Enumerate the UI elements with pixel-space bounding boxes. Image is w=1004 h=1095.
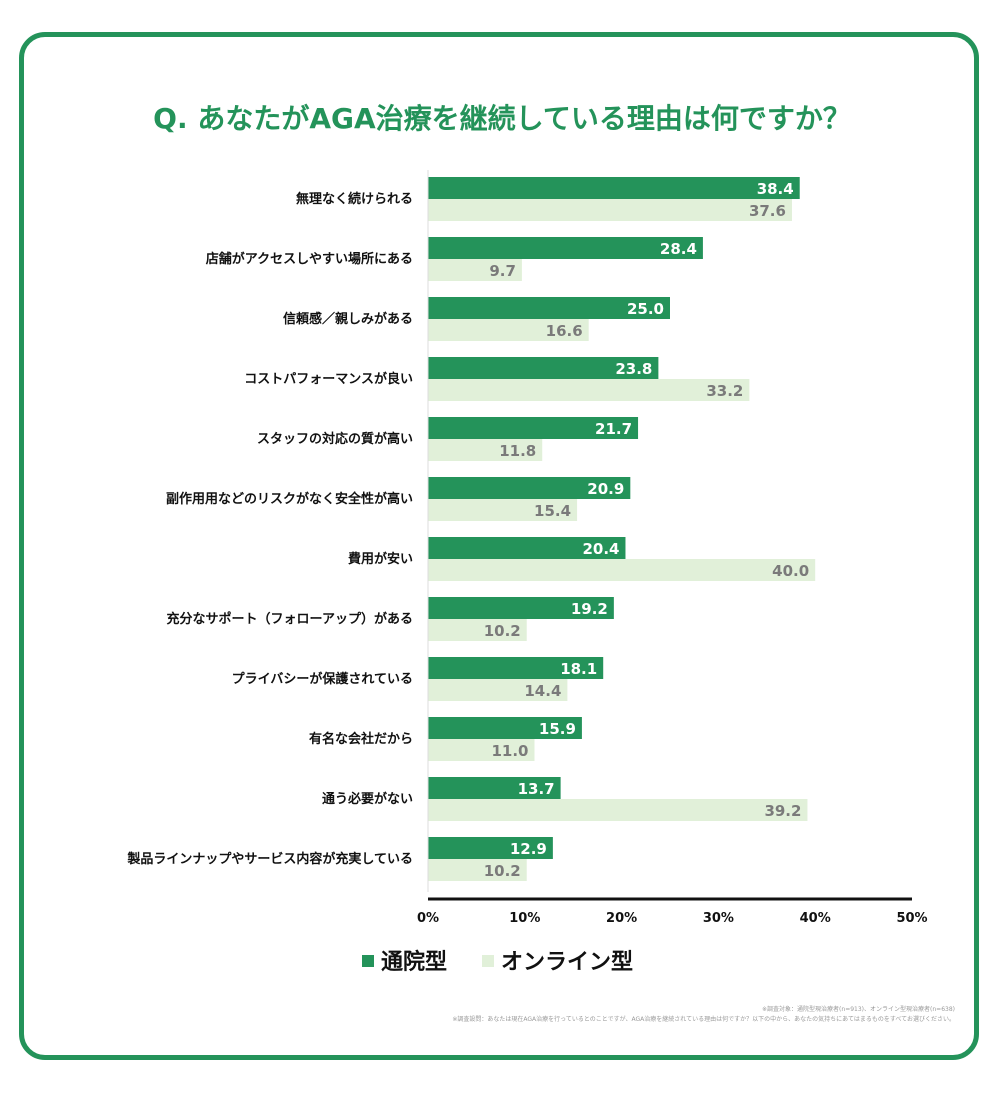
value-label-series-a: 20.9 xyxy=(587,480,624,498)
footnotes: ※調査対象：通院型現治療者(n=913)、オンライン型現治療者(n=638) ※調… xyxy=(452,1005,955,1023)
bar-series-a xyxy=(428,177,800,199)
bar-series-b xyxy=(428,319,589,341)
category-label: 製品ラインナップやサービス内容が充実している xyxy=(126,851,413,867)
bar-series-b xyxy=(428,499,578,521)
bar-series-a xyxy=(428,537,626,559)
x-tick-label: 30% xyxy=(703,911,734,926)
x-tick-label: 10% xyxy=(509,911,540,926)
category-label: 費用が安い xyxy=(348,551,413,567)
x-tick-label: 50% xyxy=(896,911,927,926)
value-label-series-a: 21.7 xyxy=(595,420,632,438)
bar-series-b xyxy=(428,259,522,281)
value-label-series-b: 11.0 xyxy=(491,742,528,760)
bar-series-b xyxy=(428,559,816,581)
bar-series-a xyxy=(428,477,631,499)
value-label-series-a: 19.2 xyxy=(571,600,608,618)
value-label-series-b: 39.2 xyxy=(764,802,801,820)
chart-title: Q. あなたがAGA治療を継続している理由は何ですか？ xyxy=(153,102,851,135)
bar-group: プライバシーが保護されている 18.1 14.4 xyxy=(232,657,604,701)
x-tick-label: 0% xyxy=(417,911,439,926)
bar-group: 無理なく続けられる 38.4 37.6 xyxy=(296,177,800,221)
value-label-series-b: 11.8 xyxy=(499,442,536,460)
bar-series-b xyxy=(428,799,808,821)
value-label-series-a: 20.4 xyxy=(582,540,619,558)
value-label-series-b: 16.6 xyxy=(546,322,583,340)
bar-series-b xyxy=(428,439,543,461)
bar-series-a xyxy=(428,777,561,799)
bar-area: 無理なく続けられる 38.4 37.6 店舗がアクセスしやすい場所にある 28.4 9.7… xyxy=(126,177,816,881)
bar-series-b xyxy=(428,199,792,221)
category-label: 有名な会社だから xyxy=(309,731,413,747)
category-label: 充分なサポート（フォローアップ）がある xyxy=(167,611,413,627)
bar-group: 製品ラインナップやサービス内容が充実している 12.9 10.2 xyxy=(126,837,553,881)
bar-group: スタッフの対応の質が高い 21.7 11.8 xyxy=(257,417,639,461)
bar-series-a xyxy=(428,657,604,679)
category-label: プライバシーが保護されている xyxy=(232,671,413,687)
value-label-series-b: 15.4 xyxy=(534,502,571,520)
bar-series-b xyxy=(428,379,750,401)
x-tick-label: 20% xyxy=(606,911,637,926)
value-label-series-a: 25.0 xyxy=(627,300,664,318)
category-label: 副作用用などのリスクがなく安全性が高い xyxy=(166,491,413,507)
bar-series-b xyxy=(428,679,568,701)
value-label-series-a: 38.4 xyxy=(757,180,794,198)
bar-group: 有名な会社だから 15.9 11.0 xyxy=(309,717,582,761)
legend: 通院型 オンライン型 xyxy=(362,949,633,975)
value-label-series-b: 37.6 xyxy=(749,202,786,220)
legend-label-series-b: オンライン型 xyxy=(501,950,633,975)
bar-series-a xyxy=(428,297,670,319)
bar-group: 信頼感／親しみがある 25.0 16.6 xyxy=(283,297,670,341)
value-label-series-a: 13.7 xyxy=(518,780,555,798)
bar-series-b xyxy=(428,739,535,761)
category-label: 通う必要がない xyxy=(322,791,413,807)
bar-series-b xyxy=(428,859,527,881)
value-label-series-a: 28.4 xyxy=(660,240,697,258)
footnote-survey-target: ※調査対象：通院型現治療者(n=913)、オンライン型現治療者(n=638) xyxy=(762,1005,955,1013)
legend-label-series-a: 通院型 xyxy=(381,949,447,975)
value-label-series-a: 18.1 xyxy=(560,660,597,678)
bar-group: 通う必要がない 13.7 39.2 xyxy=(322,777,808,821)
value-label-series-b: 14.4 xyxy=(524,682,561,700)
x-axis: 0% 10% 20% 30% 40% 50% xyxy=(417,170,928,926)
value-label-series-a: 15.9 xyxy=(539,720,576,738)
bar-group: 費用が安い 20.4 40.0 xyxy=(348,537,816,581)
category-label: コストパフォーマンスが良い xyxy=(244,371,413,387)
bar-series-b xyxy=(428,619,527,641)
bar-group: コストパフォーマンスが良い 23.8 33.2 xyxy=(244,357,750,401)
bar-series-a xyxy=(428,417,639,439)
legend-swatch-series-a xyxy=(362,955,374,967)
category-label: 店舗がアクセスしやすい場所にある xyxy=(206,251,413,267)
value-label-series-b: 10.2 xyxy=(484,622,521,640)
value-label-series-b: 33.2 xyxy=(706,382,743,400)
bar-group: 店舗がアクセスしやすい場所にある 28.4 9.7 xyxy=(206,237,703,281)
value-label-series-b: 40.0 xyxy=(772,562,809,580)
bar-group: 充分なサポート（フォローアップ）がある 19.2 10.2 xyxy=(167,597,614,641)
category-label: 無理なく続けられる xyxy=(296,191,413,207)
value-label-series-b: 9.7 xyxy=(489,262,516,280)
value-label-series-b: 10.2 xyxy=(484,862,521,880)
bar-series-a xyxy=(428,237,703,259)
category-label: スタッフの対応の質が高い xyxy=(257,431,413,447)
bar-series-a xyxy=(428,837,553,859)
value-label-series-a: 23.8 xyxy=(615,360,652,378)
bar-group: 副作用用などのリスクがなく安全性が高い 20.9 15.4 xyxy=(166,477,631,521)
bar-series-a xyxy=(428,597,614,619)
legend-swatch-series-b xyxy=(482,955,494,967)
x-tick-label: 40% xyxy=(800,911,831,926)
footnote-survey-question: ※調査設問：あなたは現在AGA治療を行っているとのことですが、AGA治療を継続さ… xyxy=(452,1015,955,1023)
value-label-series-a: 12.9 xyxy=(510,840,547,858)
bar-series-a xyxy=(428,357,659,379)
bar-series-a xyxy=(428,717,582,739)
category-label: 信頼感／親しみがある xyxy=(283,311,413,327)
